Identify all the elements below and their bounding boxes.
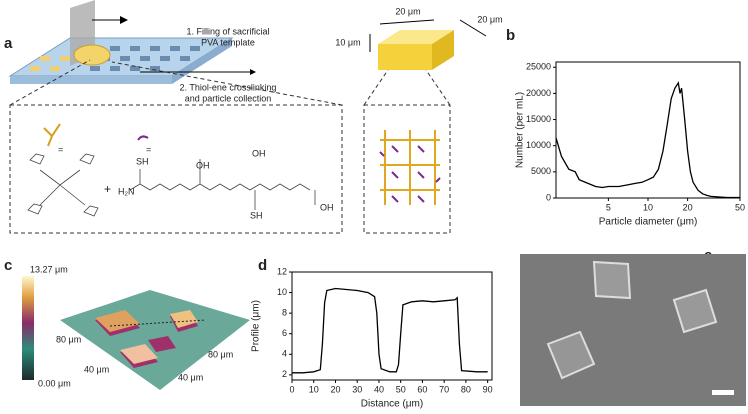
- plus: +: [104, 182, 111, 196]
- color-bar: [22, 276, 34, 380]
- panel-label: a: [4, 35, 13, 52]
- y-tick-label: 10: [277, 287, 287, 297]
- x-tick-label: 60: [417, 384, 427, 394]
- x-tick-label: 0: [289, 384, 294, 394]
- y-tick-label: 2: [282, 369, 287, 379]
- x-tick-label: 5: [606, 202, 611, 212]
- y-tick-label: 20000: [526, 88, 551, 98]
- plot-frame: [291, 271, 493, 381]
- scale-label: 0.00 μm: [38, 378, 71, 388]
- y-tick-label: 8: [282, 308, 287, 318]
- equals: =: [146, 144, 151, 154]
- y-tick-label: 25000: [526, 62, 551, 72]
- x-tick-label: 30: [352, 384, 362, 394]
- panel-label: b: [506, 27, 515, 44]
- x-axis-label: Particle diameter (μm): [599, 217, 698, 228]
- chem-group: H₂N: [118, 186, 135, 196]
- axis-label: 40 μm: [178, 372, 203, 382]
- molecule: [27, 123, 316, 217]
- dimension-label: 20 μm: [477, 14, 502, 24]
- x-tick-label: 20: [330, 384, 340, 394]
- chem-group: OH: [320, 202, 334, 212]
- chem-group: SH: [250, 210, 263, 220]
- data-line: [292, 287, 488, 374]
- template-illustration: [8, 0, 256, 84]
- x-tick-label: 50: [396, 384, 406, 394]
- y-axis-label: Number (per mL): [515, 92, 526, 168]
- sem-image: [520, 254, 746, 406]
- y-tick-label: 0: [546, 192, 551, 202]
- step-text: 2. Thiol-ene crosslinking: [180, 82, 277, 92]
- y-tick-label: 10000: [526, 140, 551, 150]
- panel-label: c: [4, 257, 12, 274]
- step-text: 1. Filling of sacrificial: [186, 26, 269, 36]
- y-tick-label: 4: [282, 349, 287, 359]
- chem-group: OH: [252, 148, 266, 158]
- step-text: and particle collection: [185, 93, 272, 103]
- network: [379, 130, 441, 205]
- zoom-box: [9, 59, 451, 234]
- axis-label: 80 μm: [208, 349, 233, 359]
- x-tick-label: 80: [461, 384, 471, 394]
- x-axis-label: Distance (μm): [361, 399, 423, 409]
- data-line: [555, 81, 740, 199]
- x-tick-label: 10: [309, 384, 319, 394]
- y-tick-label: 6: [282, 328, 287, 338]
- y-tick-label: 15000: [526, 114, 551, 124]
- equals: =: [58, 144, 63, 154]
- y-axis-label: Profile (μm): [251, 300, 262, 352]
- x-tick-label: 50: [735, 202, 745, 212]
- y-tick-label: 12: [277, 266, 287, 276]
- dimension-label: 10 μm: [335, 37, 360, 47]
- axis-label: 40 μm: [84, 364, 109, 374]
- x-tick-label: 40: [374, 384, 384, 394]
- chem-group: OH: [196, 160, 210, 170]
- step-text: PVA template: [201, 37, 255, 47]
- x-tick-label: 10: [643, 202, 653, 212]
- x-tick-label: 70: [439, 384, 449, 394]
- panel-label: d: [258, 257, 267, 274]
- x-tick-label: 20: [683, 202, 693, 212]
- dimension-label: 20 μm: [395, 6, 420, 16]
- chem-group: SH: [136, 156, 149, 166]
- particle-block: [369, 19, 487, 70]
- scale-label: 13.27 μm: [30, 264, 68, 274]
- y-tick-label: 5000: [531, 166, 551, 176]
- surface-map: [60, 290, 250, 390]
- plot-frame: [555, 61, 741, 199]
- x-tick-label: 90: [483, 384, 493, 394]
- axis-label: 80 μm: [56, 334, 81, 344]
